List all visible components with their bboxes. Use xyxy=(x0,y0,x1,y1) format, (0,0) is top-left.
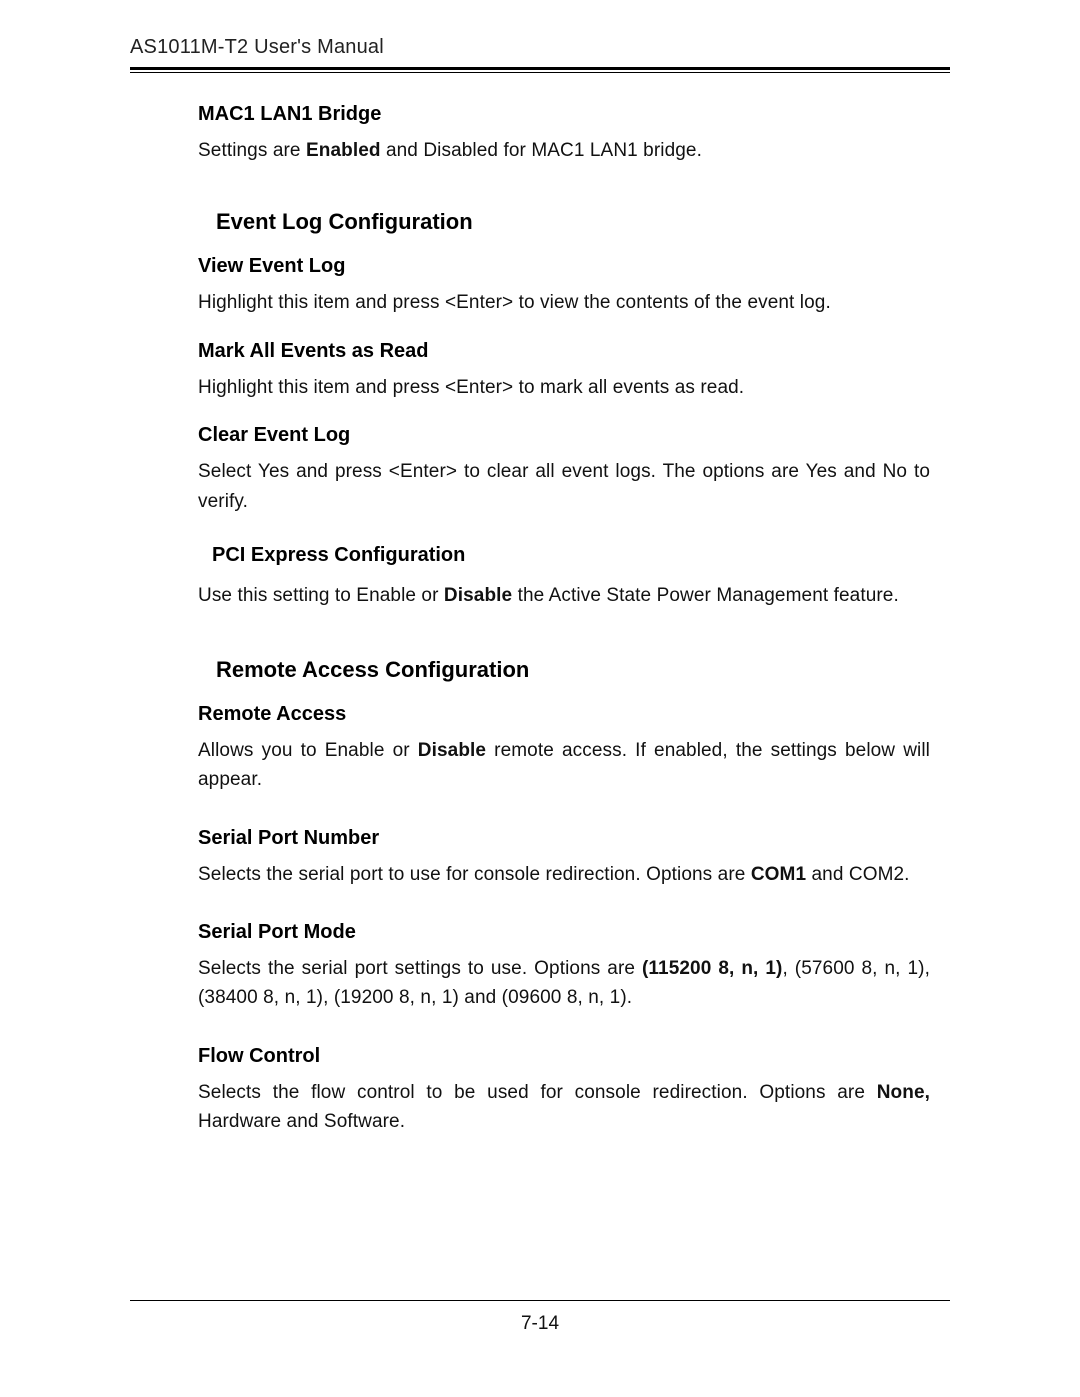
remote-title: Remote Access Configuration xyxy=(198,657,930,683)
mark-events-heading: Mark All Events as Read xyxy=(198,340,930,363)
view-event-log-text: Highlight this item and press <Enter> to… xyxy=(198,288,930,317)
serial-port-mode-text: Selects the serial port settings to use.… xyxy=(198,954,930,1013)
clear-event-log-block: Clear Event Log Select Yes and press <En… xyxy=(198,424,930,516)
mac1-text: Settings are Enabled and Disabled for MA… xyxy=(198,136,930,165)
remote-access-heading: Remote Access xyxy=(198,703,930,726)
flow-control-bold: None, xyxy=(877,1082,930,1103)
serial-port-mode-bold: (115200 8, n, 1) xyxy=(642,958,782,979)
footer-rule xyxy=(130,1300,950,1301)
serial-port-mode-text-pre: Selects the serial port settings to use.… xyxy=(198,958,642,979)
remote-access-text-pre: Allows you to Enable or xyxy=(198,740,418,761)
clear-event-log-heading: Clear Event Log xyxy=(198,424,930,447)
mark-events-block: Mark All Events as Read Highlight this i… xyxy=(198,340,930,402)
mac1-text-post: and Disabled for MAC1 LAN1 bridge. xyxy=(381,140,702,161)
serial-port-number-heading: Serial Port Number xyxy=(198,827,930,850)
page-header-title: AS1011M-T2 User's Manual xyxy=(130,36,950,59)
view-event-log-block: View Event Log Highlight this item and p… xyxy=(198,255,930,317)
flow-control-text: Selects the flow control to be used for … xyxy=(198,1078,930,1137)
pcie-text-post: the Active State Power Management featur… xyxy=(512,585,899,606)
mark-events-text: Highlight this item and press <Enter> to… xyxy=(198,373,930,402)
serial-port-number-text: Selects the serial port to use for conso… xyxy=(198,860,930,889)
clear-event-log-text: Select Yes and press <Enter> to clear al… xyxy=(198,457,930,516)
pcie-text: Use this setting to Enable or Disable th… xyxy=(198,581,930,610)
header-rule xyxy=(130,67,950,73)
content-area: MAC1 LAN1 Bridge Settings are Enabled an… xyxy=(130,103,950,1137)
flow-control-block: Flow Control Selects the flow control to… xyxy=(198,1045,930,1137)
mac1-bold: Enabled xyxy=(306,140,381,161)
eventlog-title: Event Log Configuration xyxy=(198,209,930,235)
flow-control-text-post: Hardware and Software. xyxy=(198,1111,405,1132)
flow-control-heading: Flow Control xyxy=(198,1045,930,1068)
serial-port-number-bold: COM1 xyxy=(751,864,806,885)
serial-port-number-text-pre: Selects the serial port to use for conso… xyxy=(198,864,751,885)
remote-access-bold: Disable xyxy=(418,740,486,761)
page-number: 7-14 xyxy=(0,1313,1080,1335)
pcie-text-pre: Use this setting to Enable or xyxy=(198,585,444,606)
serial-port-mode-heading: Serial Port Mode xyxy=(198,921,930,944)
pcie-bold: Disable xyxy=(444,585,512,606)
view-event-log-heading: View Event Log xyxy=(198,255,930,278)
pcie-heading: PCI Express Configuration xyxy=(198,544,930,567)
mac1-heading: MAC1 LAN1 Bridge xyxy=(198,103,930,126)
pcie-block: PCI Express Configuration Use this setti… xyxy=(198,544,930,610)
remote-access-block: Remote Access Allows you to Enable or Di… xyxy=(198,703,930,795)
flow-control-text-pre: Selects the flow control to be used for … xyxy=(198,1082,877,1103)
mac1-block: MAC1 LAN1 Bridge Settings are Enabled an… xyxy=(198,103,930,165)
mac1-text-pre: Settings are xyxy=(198,140,306,161)
serial-port-number-block: Serial Port Number Selects the serial po… xyxy=(198,827,930,889)
remote-access-text: Allows you to Enable or Disable remote a… xyxy=(198,736,930,795)
serial-port-mode-block: Serial Port Mode Selects the serial port… xyxy=(198,921,930,1013)
serial-port-number-text-post: and COM2. xyxy=(806,864,909,885)
